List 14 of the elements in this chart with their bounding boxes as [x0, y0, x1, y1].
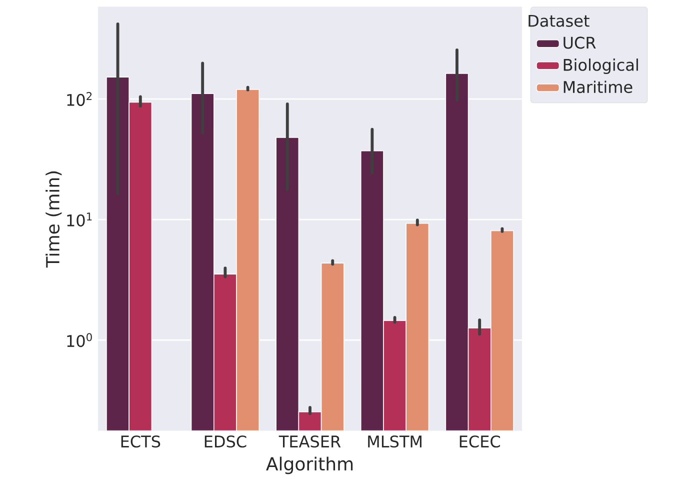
y-tick-label: 10$^{0}$	[67, 333, 92, 348]
y-tick-label: 10$^{2}$	[67, 92, 92, 106]
legend-label: Maritime	[564, 80, 632, 94]
y-axis-title: Time (min)	[46, 171, 62, 268]
legend-title: Dataset	[528, 14, 590, 27]
y-tick-label: 10$^{1}$	[67, 212, 92, 226]
x-tick-label: MLSTM	[368, 435, 422, 448]
x-tick-label: EDSC	[204, 435, 246, 448]
x-tick-label: TEASER	[278, 435, 341, 448]
x-tick-label: ECEC	[460, 435, 500, 448]
legend-label: Biological	[564, 58, 638, 74]
x-tick-label: ECTS	[121, 435, 160, 448]
legend-label: UCR	[564, 36, 596, 49]
x-axis-title: Algorithm	[266, 456, 353, 474]
